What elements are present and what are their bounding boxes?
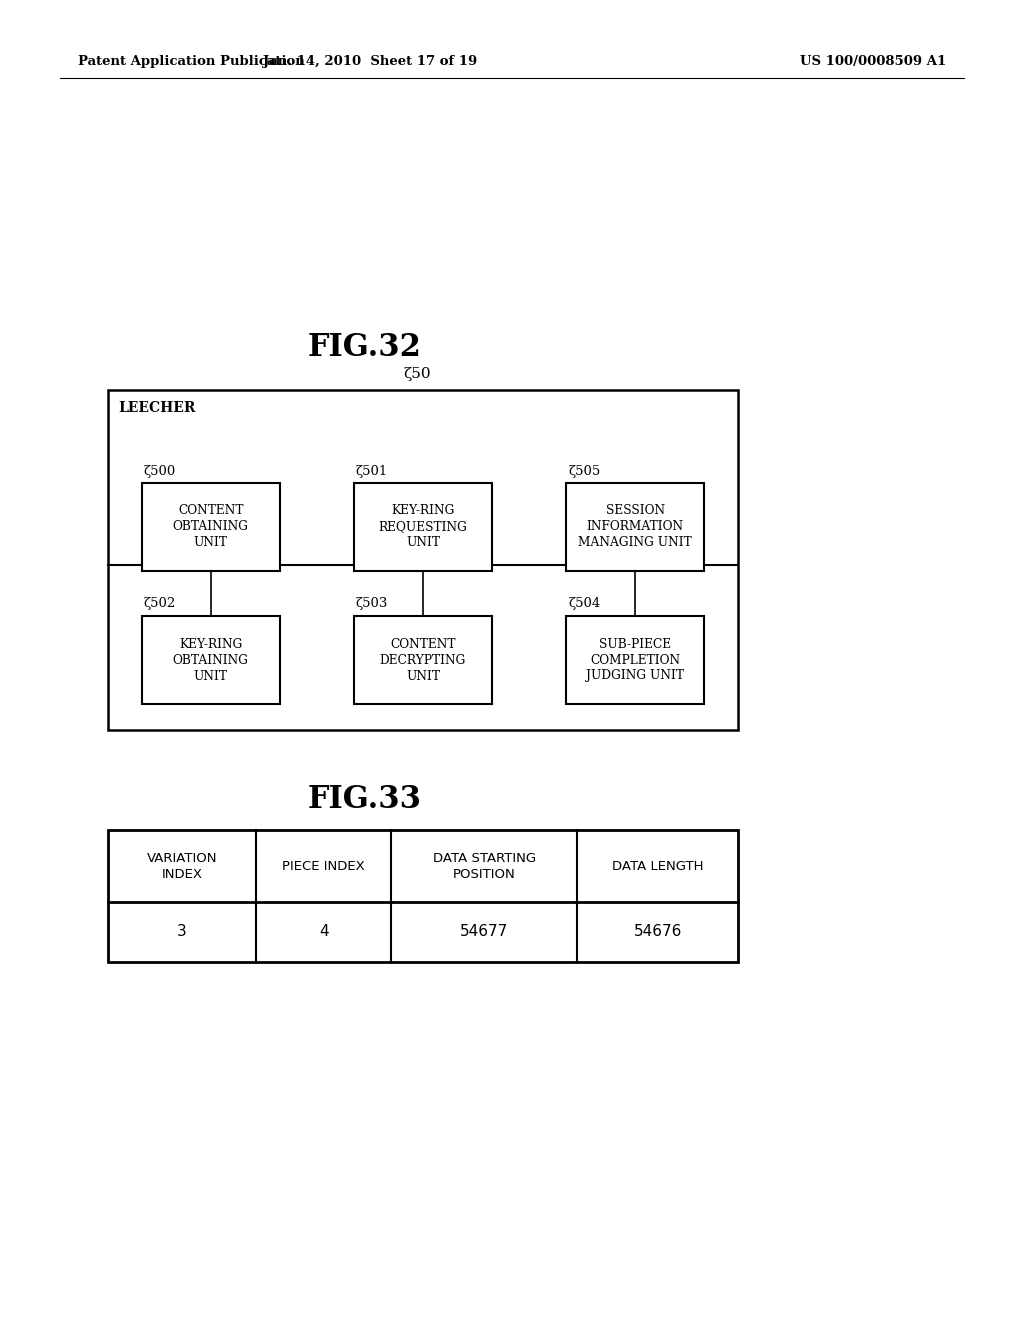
Text: 4: 4: [318, 924, 329, 940]
Text: ζ503: ζ503: [356, 598, 388, 610]
Text: ζ505: ζ505: [568, 465, 600, 478]
Text: DATA STARTING
POSITION: DATA STARTING POSITION: [433, 851, 536, 880]
Text: VARIATION
INDEX: VARIATION INDEX: [146, 851, 217, 880]
Text: SESSION
INFORMATION
MANAGING UNIT: SESSION INFORMATION MANAGING UNIT: [579, 504, 692, 549]
Text: Jan. 14, 2010  Sheet 17 of 19: Jan. 14, 2010 Sheet 17 of 19: [263, 55, 477, 69]
Text: US 100/0008509 A1: US 100/0008509 A1: [800, 55, 946, 69]
Text: PIECE INDEX: PIECE INDEX: [283, 859, 366, 873]
Text: CONTENT
DECRYPTING
UNIT: CONTENT DECRYPTING UNIT: [380, 638, 466, 682]
Bar: [566, 483, 705, 572]
Text: Patent Application Publication: Patent Application Publication: [78, 55, 305, 69]
Text: FIG.32: FIG.32: [308, 333, 422, 363]
Text: ζ501: ζ501: [356, 465, 388, 478]
Bar: [141, 616, 280, 704]
Text: LEECHER: LEECHER: [118, 401, 196, 414]
Text: FIG.33: FIG.33: [308, 784, 422, 816]
Bar: [141, 483, 280, 572]
Text: DATA LENGTH: DATA LENGTH: [612, 859, 703, 873]
Text: ζ50: ζ50: [403, 367, 431, 381]
Text: CONTENT
OBTAINING
UNIT: CONTENT OBTAINING UNIT: [173, 504, 249, 549]
Text: ζ502: ζ502: [143, 598, 176, 610]
Bar: [354, 483, 492, 572]
Bar: [108, 389, 738, 730]
Text: 54676: 54676: [634, 924, 682, 940]
Text: SUB-PIECE
COMPLETION
JUDGING UNIT: SUB-PIECE COMPLETION JUDGING UNIT: [587, 638, 684, 682]
Text: KEY-RING
OBTAINING
UNIT: KEY-RING OBTAINING UNIT: [173, 638, 249, 682]
Text: 3: 3: [177, 924, 187, 940]
Text: ζ500: ζ500: [143, 465, 176, 478]
Bar: [354, 616, 492, 704]
Text: ζ504: ζ504: [568, 598, 600, 610]
Text: KEY-RING
REQUESTING
UNIT: KEY-RING REQUESTING UNIT: [379, 504, 467, 549]
Text: 54677: 54677: [461, 924, 509, 940]
Bar: [566, 616, 705, 704]
Bar: [108, 830, 738, 962]
